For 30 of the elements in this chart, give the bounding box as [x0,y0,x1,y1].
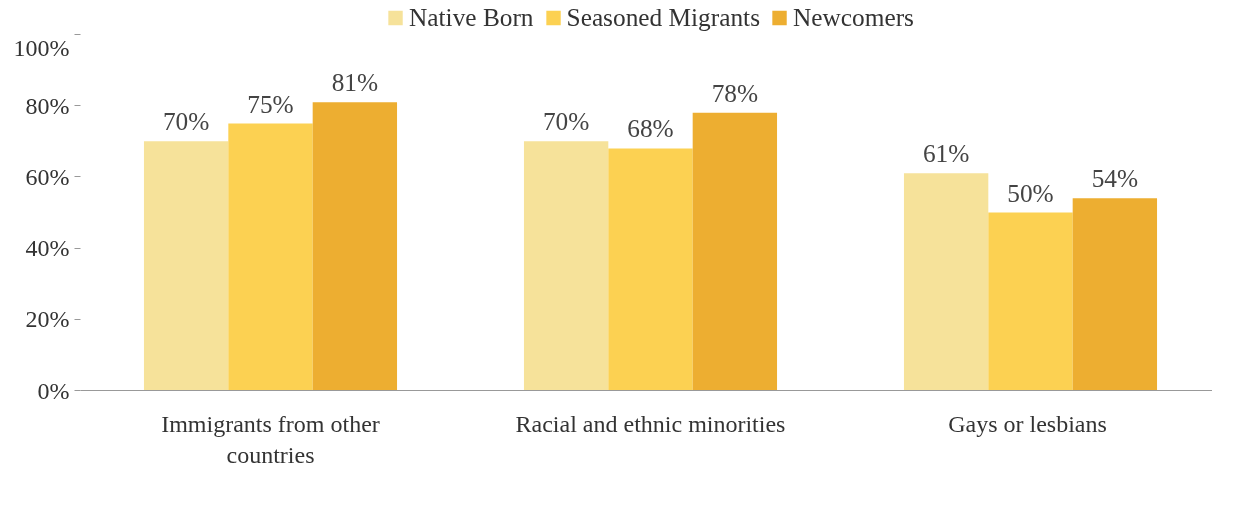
data-label: 61% [922,139,970,168]
y-tick-label: 0% [37,377,70,404]
data-label: 70% [162,107,210,136]
y-tick-label: 60% [25,163,70,190]
legend-label: Newcomers [793,2,914,32]
y-tick-label: 40% [25,235,70,262]
bar [903,173,989,391]
bar [608,148,693,391]
legend-label: Seasoned Migrants [566,2,760,32]
bar [228,123,313,391]
x-tick-label: Immigrants from other countries [161,410,380,468]
bar [523,141,609,391]
bar [692,112,778,391]
y-tick-label: 80% [25,92,70,119]
bar [988,212,1073,391]
data-label: 68% [627,114,674,143]
data-label: 54% [1091,164,1139,193]
data-label: 81% [331,68,379,97]
data-label: 78% [711,78,759,107]
bar [1072,198,1158,391]
y-tick-label: 20% [25,306,70,333]
x-tick-label: Gays or lesbians [948,410,1107,437]
x-tick-label: Racial and ethnic minorities [515,410,786,437]
data-label: 70% [542,107,590,136]
legend-label: Native Born [409,2,534,32]
y-tick-label: 100% [13,34,70,61]
data-label: 75% [247,89,294,118]
data-label: 50% [1007,178,1054,207]
bar [312,102,398,391]
bar [143,141,229,391]
